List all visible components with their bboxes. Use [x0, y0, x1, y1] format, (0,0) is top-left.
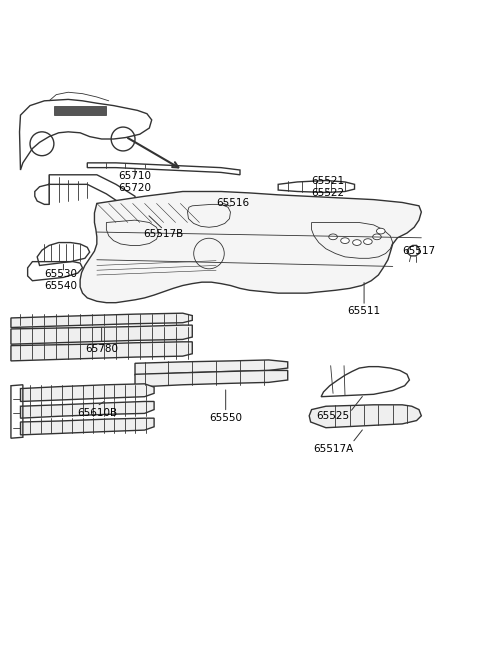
Ellipse shape — [372, 234, 381, 240]
Text: 65780: 65780 — [85, 344, 118, 354]
Polygon shape — [11, 325, 192, 345]
Text: 65517B: 65517B — [144, 229, 184, 240]
Text: 65710
65720: 65710 65720 — [119, 171, 152, 193]
Polygon shape — [21, 402, 154, 418]
Text: 65610B: 65610B — [77, 409, 117, 419]
Polygon shape — [21, 418, 154, 435]
Text: 65550: 65550 — [209, 413, 242, 423]
Ellipse shape — [329, 234, 337, 240]
Ellipse shape — [376, 228, 385, 234]
Text: 65525: 65525 — [316, 411, 349, 421]
Ellipse shape — [364, 238, 372, 244]
Text: 65530
65540: 65530 65540 — [45, 269, 78, 291]
Polygon shape — [135, 371, 288, 387]
Polygon shape — [21, 384, 154, 402]
Text: 65517: 65517 — [402, 246, 435, 256]
Polygon shape — [135, 360, 288, 375]
Polygon shape — [11, 342, 192, 361]
Ellipse shape — [353, 240, 361, 246]
Text: 65511: 65511 — [348, 306, 381, 316]
Text: 65521
65522: 65521 65522 — [312, 176, 345, 198]
Polygon shape — [309, 405, 421, 428]
Polygon shape — [54, 105, 107, 115]
Polygon shape — [11, 313, 192, 328]
Text: 65517A: 65517A — [313, 444, 353, 454]
Ellipse shape — [341, 238, 349, 244]
Text: 65516: 65516 — [216, 198, 250, 208]
Polygon shape — [80, 191, 421, 303]
